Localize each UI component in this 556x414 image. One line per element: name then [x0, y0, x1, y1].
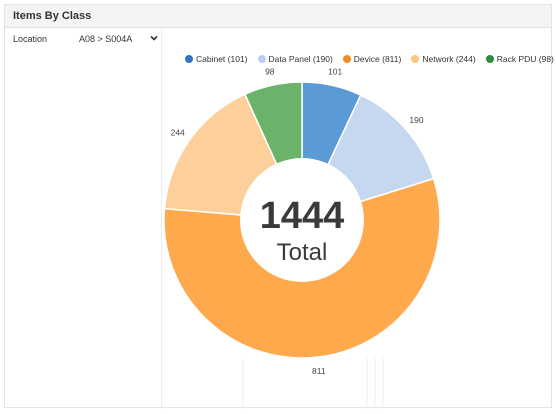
panel-body: Location A08 > S004A 101 190 811 244 98 1444… — [5, 28, 554, 409]
total-label: Total — [277, 239, 328, 266]
legend-item-data-panel[interactable]: Data Panel (190) — [257, 54, 333, 64]
legend-item-rack-pdu[interactable]: Rack PDU (98) — [485, 54, 554, 64]
legend-swatch-icon — [257, 55, 266, 63]
legend-label: Rack PDU (98) — [496, 54, 554, 64]
legend-label: Network (244) — [422, 54, 476, 64]
legend-label: Device (811) — [353, 54, 402, 64]
location-label: Location — [13, 34, 48, 44]
legend-swatch-icon — [411, 55, 420, 63]
data-label-cabinet: 101 — [328, 67, 342, 77]
legend-item-cabinet[interactable]: Cabinet (101) — [185, 54, 248, 64]
legend-swatch-icon — [485, 55, 494, 63]
legend-item-network[interactable]: Network (244) — [411, 54, 476, 64]
data-label-data-panel: 190 — [409, 115, 423, 125]
data-label-rack-pdu: 98 — [265, 66, 275, 76]
location-select[interactable]: A08 > S004A — [73, 30, 161, 48]
panel-title: Items By Class — [5, 5, 551, 28]
legend-swatch-icon — [342, 55, 351, 63]
chevron-down-icon — [150, 35, 158, 41]
data-label-device: 811 — [312, 366, 326, 376]
legend-label: Cabinet (101) — [196, 54, 248, 64]
donut-chart: 101 190 811 244 98 1444 Total — [163, 66, 441, 409]
location-select-value: A08 > S004A — [79, 34, 133, 44]
legend-label: Data Panel (190) — [268, 54, 333, 64]
location-filter-row: Location A08 > S004A — [5, 30, 305, 48]
donut-hole — [240, 158, 364, 282]
chart-legend: Cabinet (101) Data Panel (190) Device (811… — [185, 54, 554, 64]
total-value: 1444 — [260, 195, 345, 237]
items-by-class-panel: Items By Class Location A08 > S004A 101 1… — [4, 4, 554, 409]
data-label-network: 244 — [171, 128, 185, 138]
left-gutter — [5, 28, 162, 409]
legend-item-device[interactable]: Device (811) — [342, 54, 402, 64]
legend-swatch-icon — [185, 55, 193, 63]
